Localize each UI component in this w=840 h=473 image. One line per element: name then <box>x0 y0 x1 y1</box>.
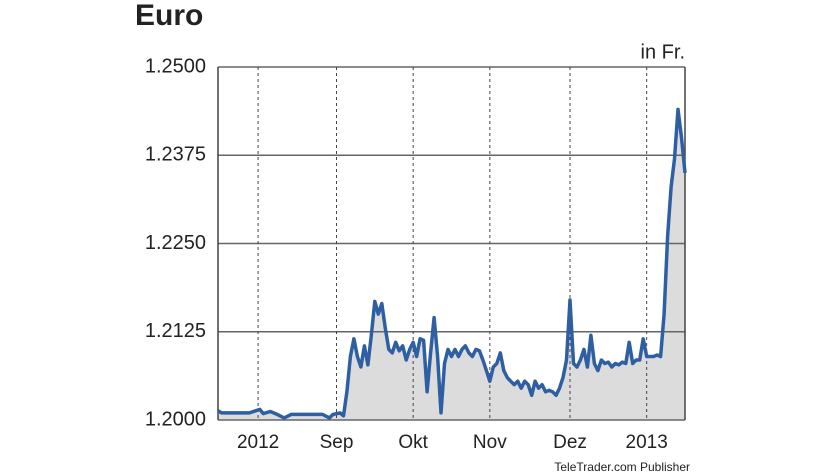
y-tick-label: 1.2500 <box>145 55 206 77</box>
x-tick-label: Nov <box>473 432 507 453</box>
x-tick-label: Sep <box>320 432 354 453</box>
x-tick-label: 2012 <box>237 432 279 453</box>
y-tick-label: 1.2000 <box>145 408 206 430</box>
chart-title: Euro <box>135 0 203 32</box>
y-tick-label: 1.2125 <box>145 320 206 342</box>
x-tick-label: Okt <box>398 432 428 453</box>
source: TeleTrader.com Publisher <box>554 460 690 473</box>
x-tick-label: 2013 <box>626 432 668 453</box>
y-tick-label: 1.2375 <box>145 144 206 166</box>
unit-label: in Fr. <box>641 41 685 63</box>
y-tick-label: 1.2250 <box>145 232 206 254</box>
x-tick-label: Dez <box>553 432 587 453</box>
line <box>217 107 687 420</box>
